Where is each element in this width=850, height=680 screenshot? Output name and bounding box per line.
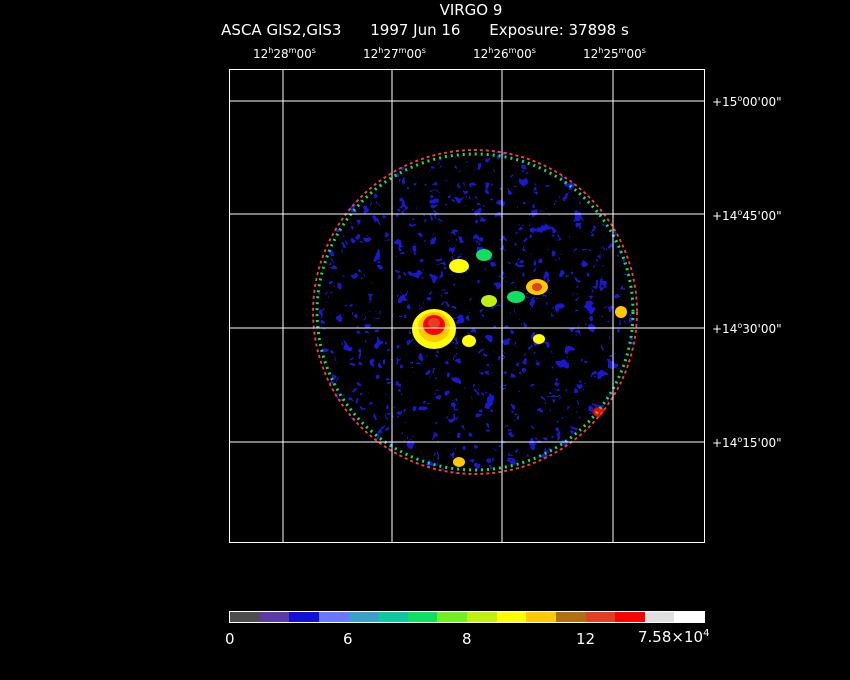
colorbar-segment xyxy=(407,612,438,622)
dec-label: +14o30'00" xyxy=(712,321,782,336)
colorbar-segment xyxy=(644,612,675,622)
colorbar-segment xyxy=(289,612,319,622)
observation-info: ASCA GIS2,GIS3 1997 Jun 16 Exposure: 378… xyxy=(0,21,850,39)
colorbar-segment xyxy=(259,612,290,622)
colorbar-tick: 0 xyxy=(225,630,235,648)
colorbar-segment xyxy=(437,612,467,622)
colorbar-segment xyxy=(585,612,616,622)
dec-label: +14o45'00" xyxy=(712,208,782,223)
colorbar-segment xyxy=(378,612,408,622)
dec-label: +14o15'00" xyxy=(712,435,782,450)
colorbar-segment xyxy=(230,612,260,622)
colorbar-segment xyxy=(674,612,704,622)
colorbar-tick: 6 xyxy=(343,630,353,648)
coordinate-grid xyxy=(229,69,705,543)
exposure-label: Exposure: 37898 s xyxy=(489,21,629,39)
colorbar-segment xyxy=(615,612,645,622)
colorbar-segment xyxy=(467,612,497,622)
colorbar-tick: 12 xyxy=(576,630,596,648)
xray-image xyxy=(229,69,705,543)
colorbar xyxy=(229,611,705,623)
colorbar-segment xyxy=(526,612,556,622)
instrument-label: ASCA GIS2,GIS3 xyxy=(221,21,342,39)
image-frame xyxy=(229,69,705,543)
colorbar-segment xyxy=(348,612,379,622)
ra-label: 12h26m00s xyxy=(473,46,536,61)
emission-features xyxy=(412,249,627,467)
dec-label: +15o00'00" xyxy=(712,94,782,109)
date-label: 1997 Jun 16 xyxy=(370,21,461,39)
colorbar-segment xyxy=(318,612,349,622)
colorbar-tick: 8 xyxy=(462,630,472,648)
ra-label: 12h28m00s xyxy=(253,46,316,61)
colorbar-segment xyxy=(496,612,527,622)
colorbar-segment xyxy=(555,612,586,622)
target-title: VIRGO 9 xyxy=(439,1,503,19)
ra-label: 12h27m00s xyxy=(363,46,426,61)
colorbar-max: 7.58×104 xyxy=(638,628,710,646)
detector-disc xyxy=(312,149,638,475)
ra-label: 12h25m00s xyxy=(583,46,646,61)
